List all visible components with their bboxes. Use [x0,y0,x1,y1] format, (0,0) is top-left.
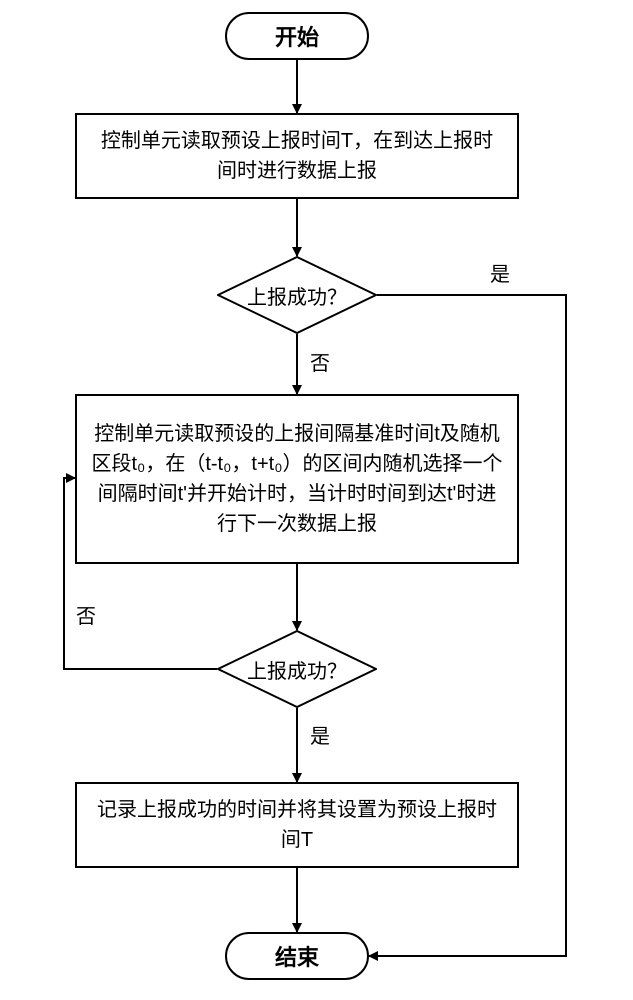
start-label: 开始 [275,20,319,52]
process-read-preset-time: 控制单元读取预设上报时间T，在到达上报时间时进行数据上报 [75,113,519,199]
decision-upload-success-2: 上报成功？ [217,630,377,708]
p2-label: 控制单元读取预设的上报间隔基准时间t及随机区段t₀，在（t-t₀，t+t₀）的区… [91,419,503,539]
edge-label-d1-no: 否 [310,347,330,376]
end-label: 结束 [275,940,319,972]
process-record-time: 记录上报成功的时间并将其设置为预设上报时间T [75,782,519,868]
d2-label: 上报成功？ [247,655,347,684]
edge-label-d2-no: 否 [76,600,96,629]
p1-label: 控制单元读取预设上报时间T，在到达上报时间时进行数据上报 [91,126,503,186]
edge-label-d2-yes: 是 [310,720,330,749]
edge-label-d1-yes: 是 [490,258,510,287]
process-random-interval: 控制单元读取预设的上报间隔基准时间t及随机区段t₀，在（t-t₀，t+t₀）的区… [75,394,519,564]
d1-label: 上报成功？ [247,281,347,310]
terminal-start: 开始 [225,12,369,60]
terminal-end: 结束 [225,932,369,980]
decision-upload-success-1: 上报成功？ [217,256,377,334]
p3-label: 记录上报成功的时间并将其设置为预设上报时间T [91,795,503,855]
